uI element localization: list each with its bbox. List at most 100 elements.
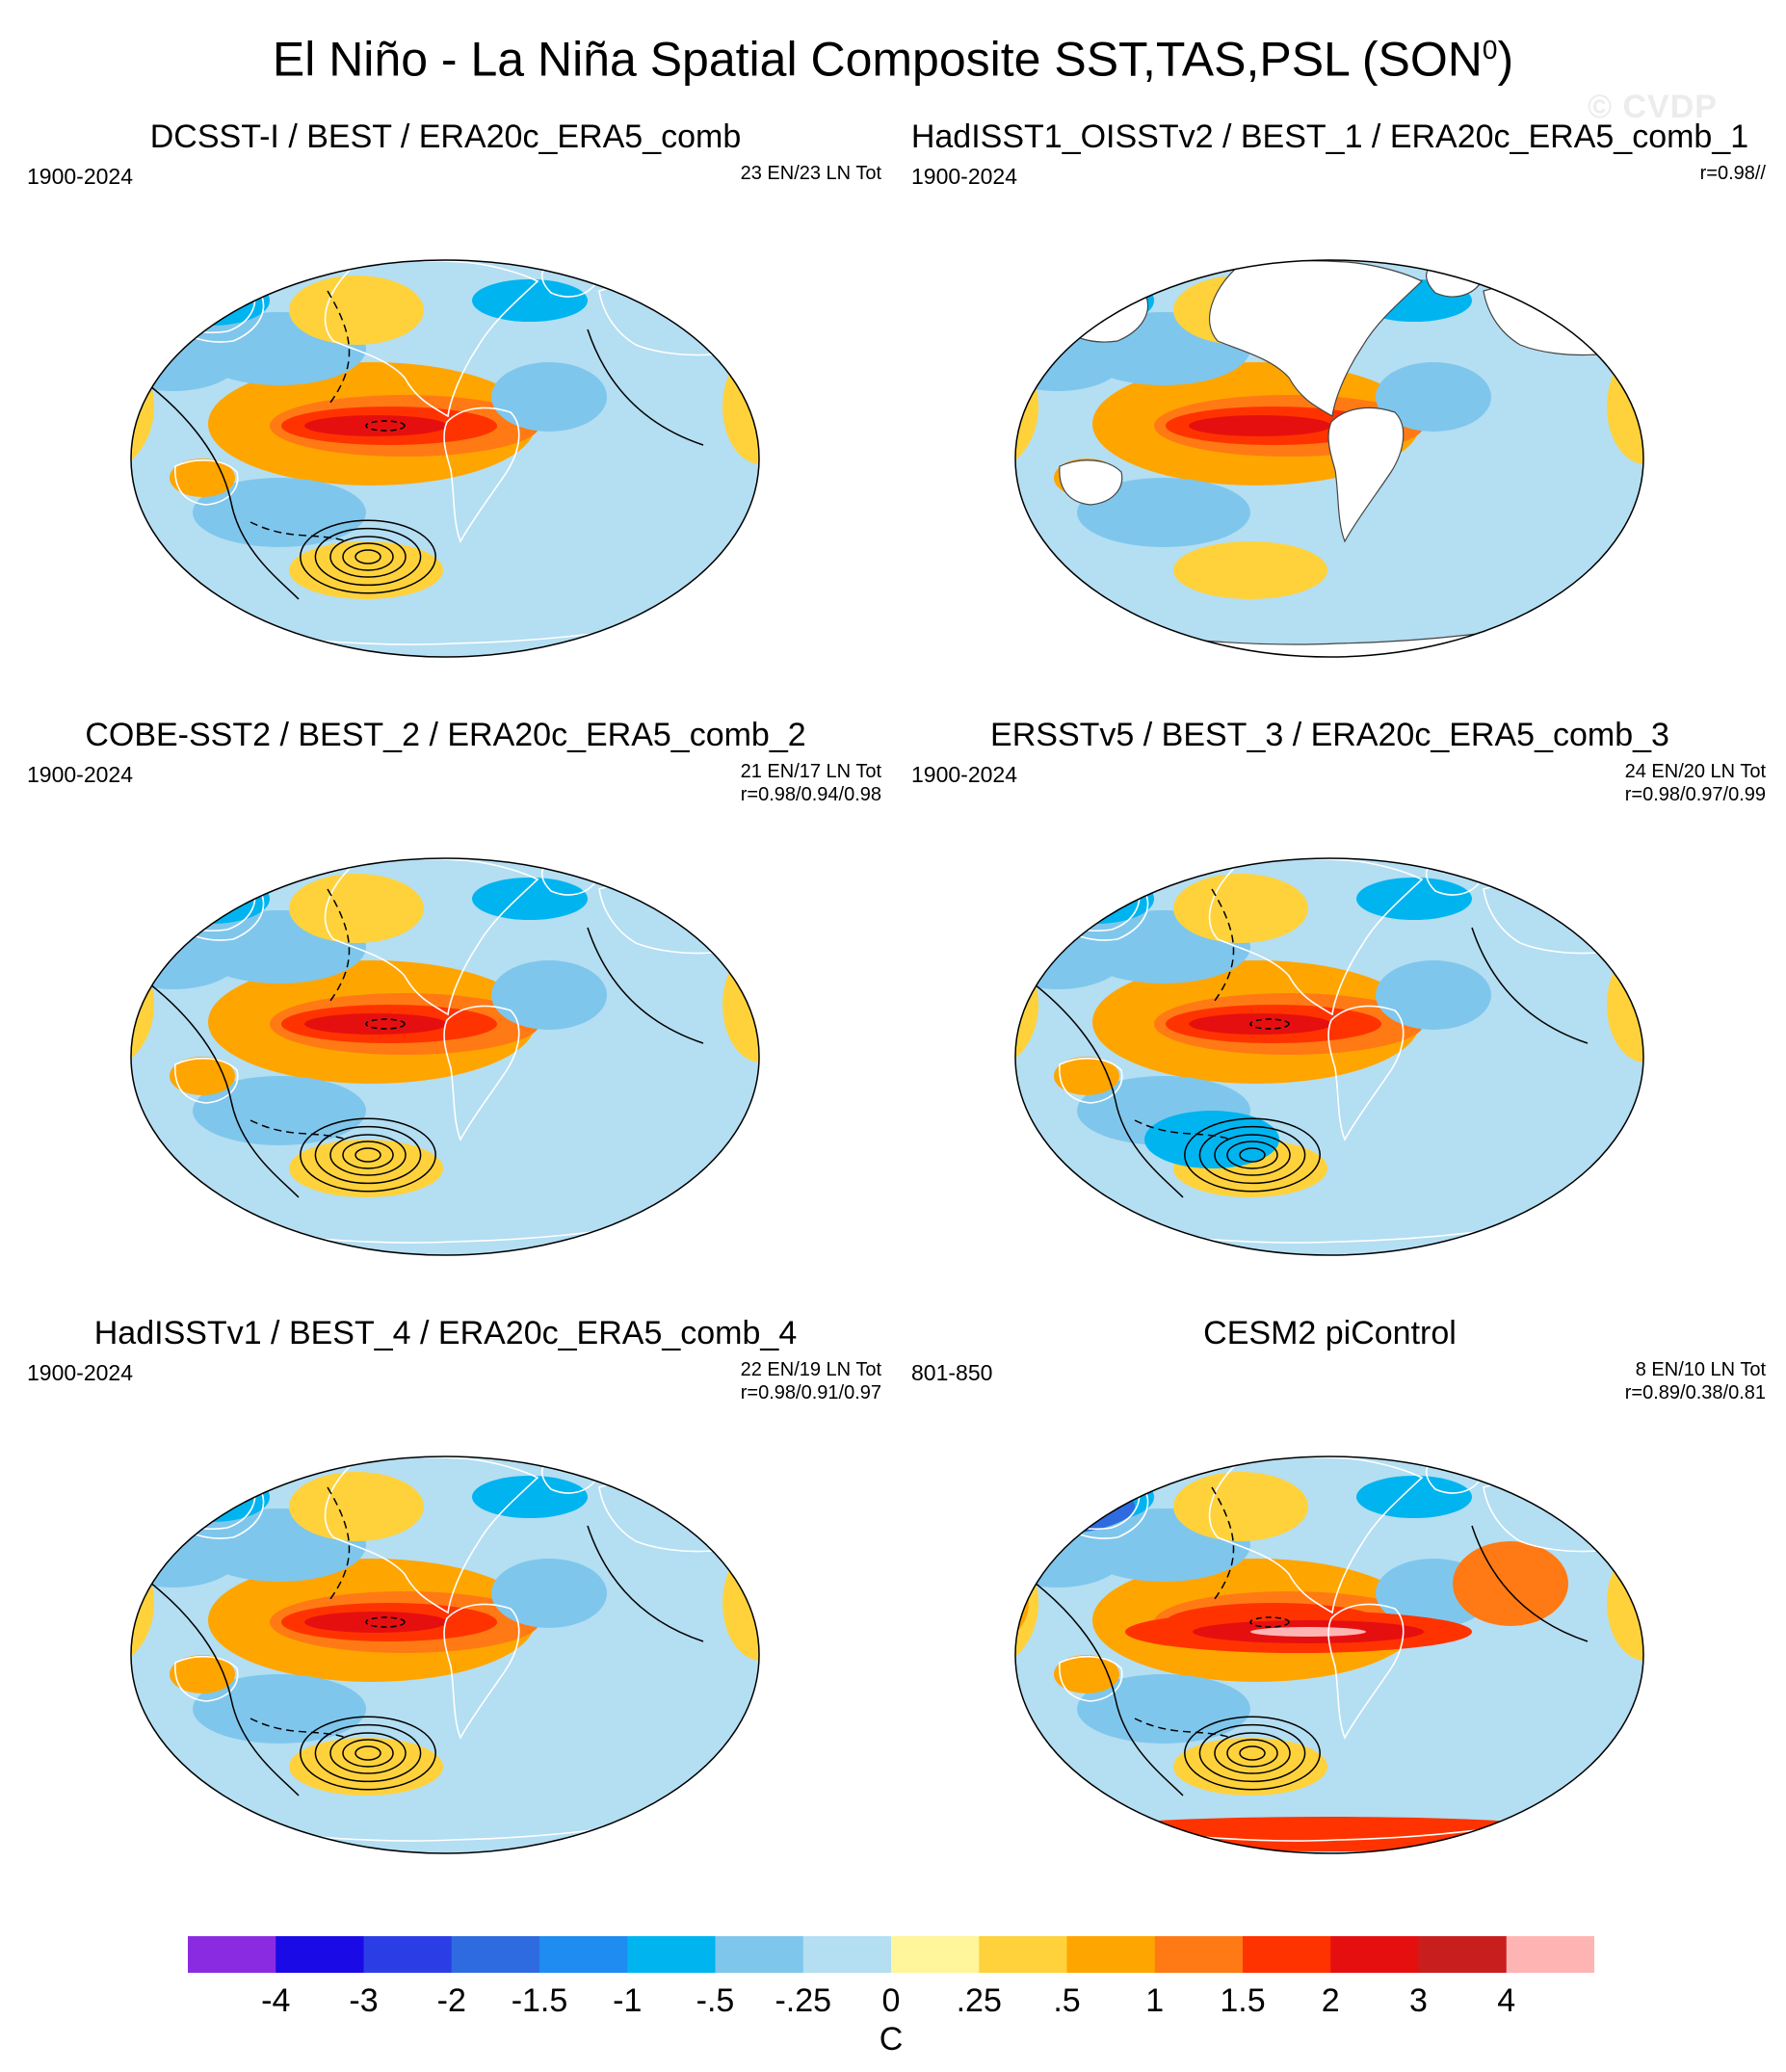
psl-contour-line	[1015, 965, 1184, 1198]
temperature-anomaly-region	[131, 937, 154, 1072]
coastline-australia	[1059, 1057, 1123, 1104]
map-border	[130, 857, 760, 1256]
temperature-anomaly-region	[1077, 478, 1250, 547]
colorbar	[188, 1936, 1594, 1973]
cvdp-watermark: © CVDP	[1588, 89, 1718, 125]
temperature-anomaly-region	[1356, 878, 1472, 920]
psl-contour-ring	[300, 519, 436, 594]
map-field	[1015, 858, 1643, 1255]
colorbar-tick-label: 3	[1409, 1982, 1428, 2019]
coastline-africa	[46, 336, 119, 455]
period-label: 1900-2024	[27, 164, 133, 189]
psl-contour-ring	[300, 1716, 436, 1791]
temperature-anomaly-region	[154, 874, 270, 924]
event-count: 21 EN/17 LN Tot	[740, 761, 881, 782]
colorbar-swatch	[451, 1936, 540, 1973]
map-field	[131, 1456, 759, 1853]
temperature-anomaly-region	[1376, 960, 1491, 1030]
temperature-anomaly-region	[1015, 1478, 1135, 1535]
coastline-south-america	[443, 407, 520, 543]
map-plot	[130, 1456, 760, 1854]
period-label: 1900-2024	[27, 1360, 133, 1385]
temperature-anomaly-region	[1607, 349, 1643, 464]
panel-title: HadISST1_OISSTv2 / BEST_1 / ERA20c_ERA5_…	[910, 118, 1749, 155]
psl-contour-ring	[342, 542, 394, 571]
coastline-north-america	[324, 1456, 539, 1614]
temperature-anomaly-region	[1015, 1535, 1038, 1670]
psl-contour-dashed	[1134, 1718, 1232, 1739]
coastline-north-america	[1208, 858, 1424, 1016]
panel-title: ERSSTv5 / BEST_3 / ERA20c_ERA5_comb_3	[990, 717, 1669, 753]
psl-contours	[131, 290, 704, 600]
psl-contour-line	[131, 1563, 300, 1797]
colorbar-swatch	[363, 1936, 453, 1973]
colorbar-swatch	[1418, 1936, 1508, 1973]
colorbar-tick-label: -1	[613, 1982, 643, 2019]
temperature-anomaly-region	[154, 275, 270, 326]
psl-contours	[1015, 1486, 1589, 1797]
psl-contour-line	[1471, 927, 1589, 1044]
map-border	[1014, 857, 1644, 1256]
correlation-values: r=0.98/0.94/0.98	[740, 784, 881, 805]
coastline-north-america	[1208, 1456, 1424, 1614]
psl-contour-dashed	[250, 1119, 348, 1141]
colorbar-swatch	[1506, 1936, 1594, 1973]
temperature-anomaly-region	[1189, 1013, 1331, 1035]
land-africa	[931, 336, 1004, 455]
coastline-australia	[174, 1057, 239, 1104]
coastline-north-america	[324, 858, 539, 1016]
temperature-anomaly-region	[1015, 1555, 1029, 1651]
temperature-anomaly-region	[304, 1612, 447, 1633]
colorbar-tick-label: -.25	[775, 1982, 832, 2019]
psl-contour-ring	[1214, 1134, 1291, 1176]
colorbar-tick-label: -.5	[696, 1982, 735, 2019]
psl-contour-ring	[355, 1147, 381, 1163]
panel-title: CESM2 piControl	[1203, 1315, 1457, 1351]
coastline-south-america	[1327, 1603, 1405, 1740]
psl-contour-ring	[1184, 1117, 1321, 1193]
psl-contour-line	[1015, 1563, 1184, 1797]
event-count: 23 EN/23 LN Tot	[740, 163, 881, 184]
psl-contour-line	[587, 1525, 704, 1642]
stats-label: 22 EN/19 LN Tot r=0.98/0.91/0.97	[741, 1358, 881, 1404]
temperature-anomaly-region	[1376, 362, 1491, 432]
temperature-anomaly-region	[1453, 1541, 1568, 1626]
map-field	[46, 260, 759, 657]
psl-contour-ring	[314, 1125, 422, 1185]
colorbar-swatch	[802, 1936, 892, 1973]
event-count: 8 EN/10 LN Tot	[1635, 1359, 1766, 1380]
psl-contour-dashed	[250, 1718, 348, 1739]
psl-contour-dashed	[365, 420, 406, 432]
psl-contour-ring	[1198, 1723, 1306, 1783]
temperature-anomaly-region	[491, 1559, 607, 1628]
colorbar-swatch	[1330, 1936, 1419, 1973]
colorbar-tick-label: .25	[956, 1982, 1002, 2019]
psl-contour-line	[587, 927, 704, 1044]
psl-contour-ring	[355, 549, 381, 564]
psl-contours	[131, 888, 704, 1198]
correlation-values: r=0.98/0.91/0.97	[740, 1382, 881, 1403]
colorbar-swatch	[627, 1936, 716, 1973]
colorbar-tick-label: -3	[349, 1982, 379, 2019]
temperature-anomaly-region	[722, 349, 759, 464]
psl-contour-ring	[355, 1745, 381, 1761]
land-south-america	[1327, 407, 1405, 543]
map-border	[130, 259, 760, 658]
temperature-anomaly-region	[1173, 1472, 1308, 1541]
psl-contour-dashed	[365, 1616, 406, 1628]
temperature-anomaly-region	[1015, 937, 1038, 1072]
temperature-anomaly-region	[1144, 1111, 1279, 1168]
coastline-australia	[174, 459, 239, 506]
psl-contour-ring	[314, 1723, 422, 1783]
temperature-anomaly-region	[289, 1472, 424, 1541]
correlation-values: r=0.98/0.97/0.99	[1624, 784, 1766, 805]
colorbar-tick-label: 1	[1145, 1982, 1165, 2019]
map-plot	[931, 259, 1644, 658]
psl-contour-ring	[1226, 1739, 1278, 1768]
correlation-values: r=0.89/0.38/0.81	[1624, 1382, 1766, 1403]
colorbar-tick-label: 2	[1321, 1982, 1340, 2019]
temperature-anomaly-region	[472, 279, 588, 322]
stats-label: 24 EN/20 LN Tot r=0.98/0.97/0.99	[1625, 760, 1766, 806]
psl-contour-dashed	[365, 1018, 406, 1030]
map-panel-cesm2-picontrol: CESM2 piControl 801-850 8 EN/10 LN Tot r…	[894, 1314, 1766, 1892]
